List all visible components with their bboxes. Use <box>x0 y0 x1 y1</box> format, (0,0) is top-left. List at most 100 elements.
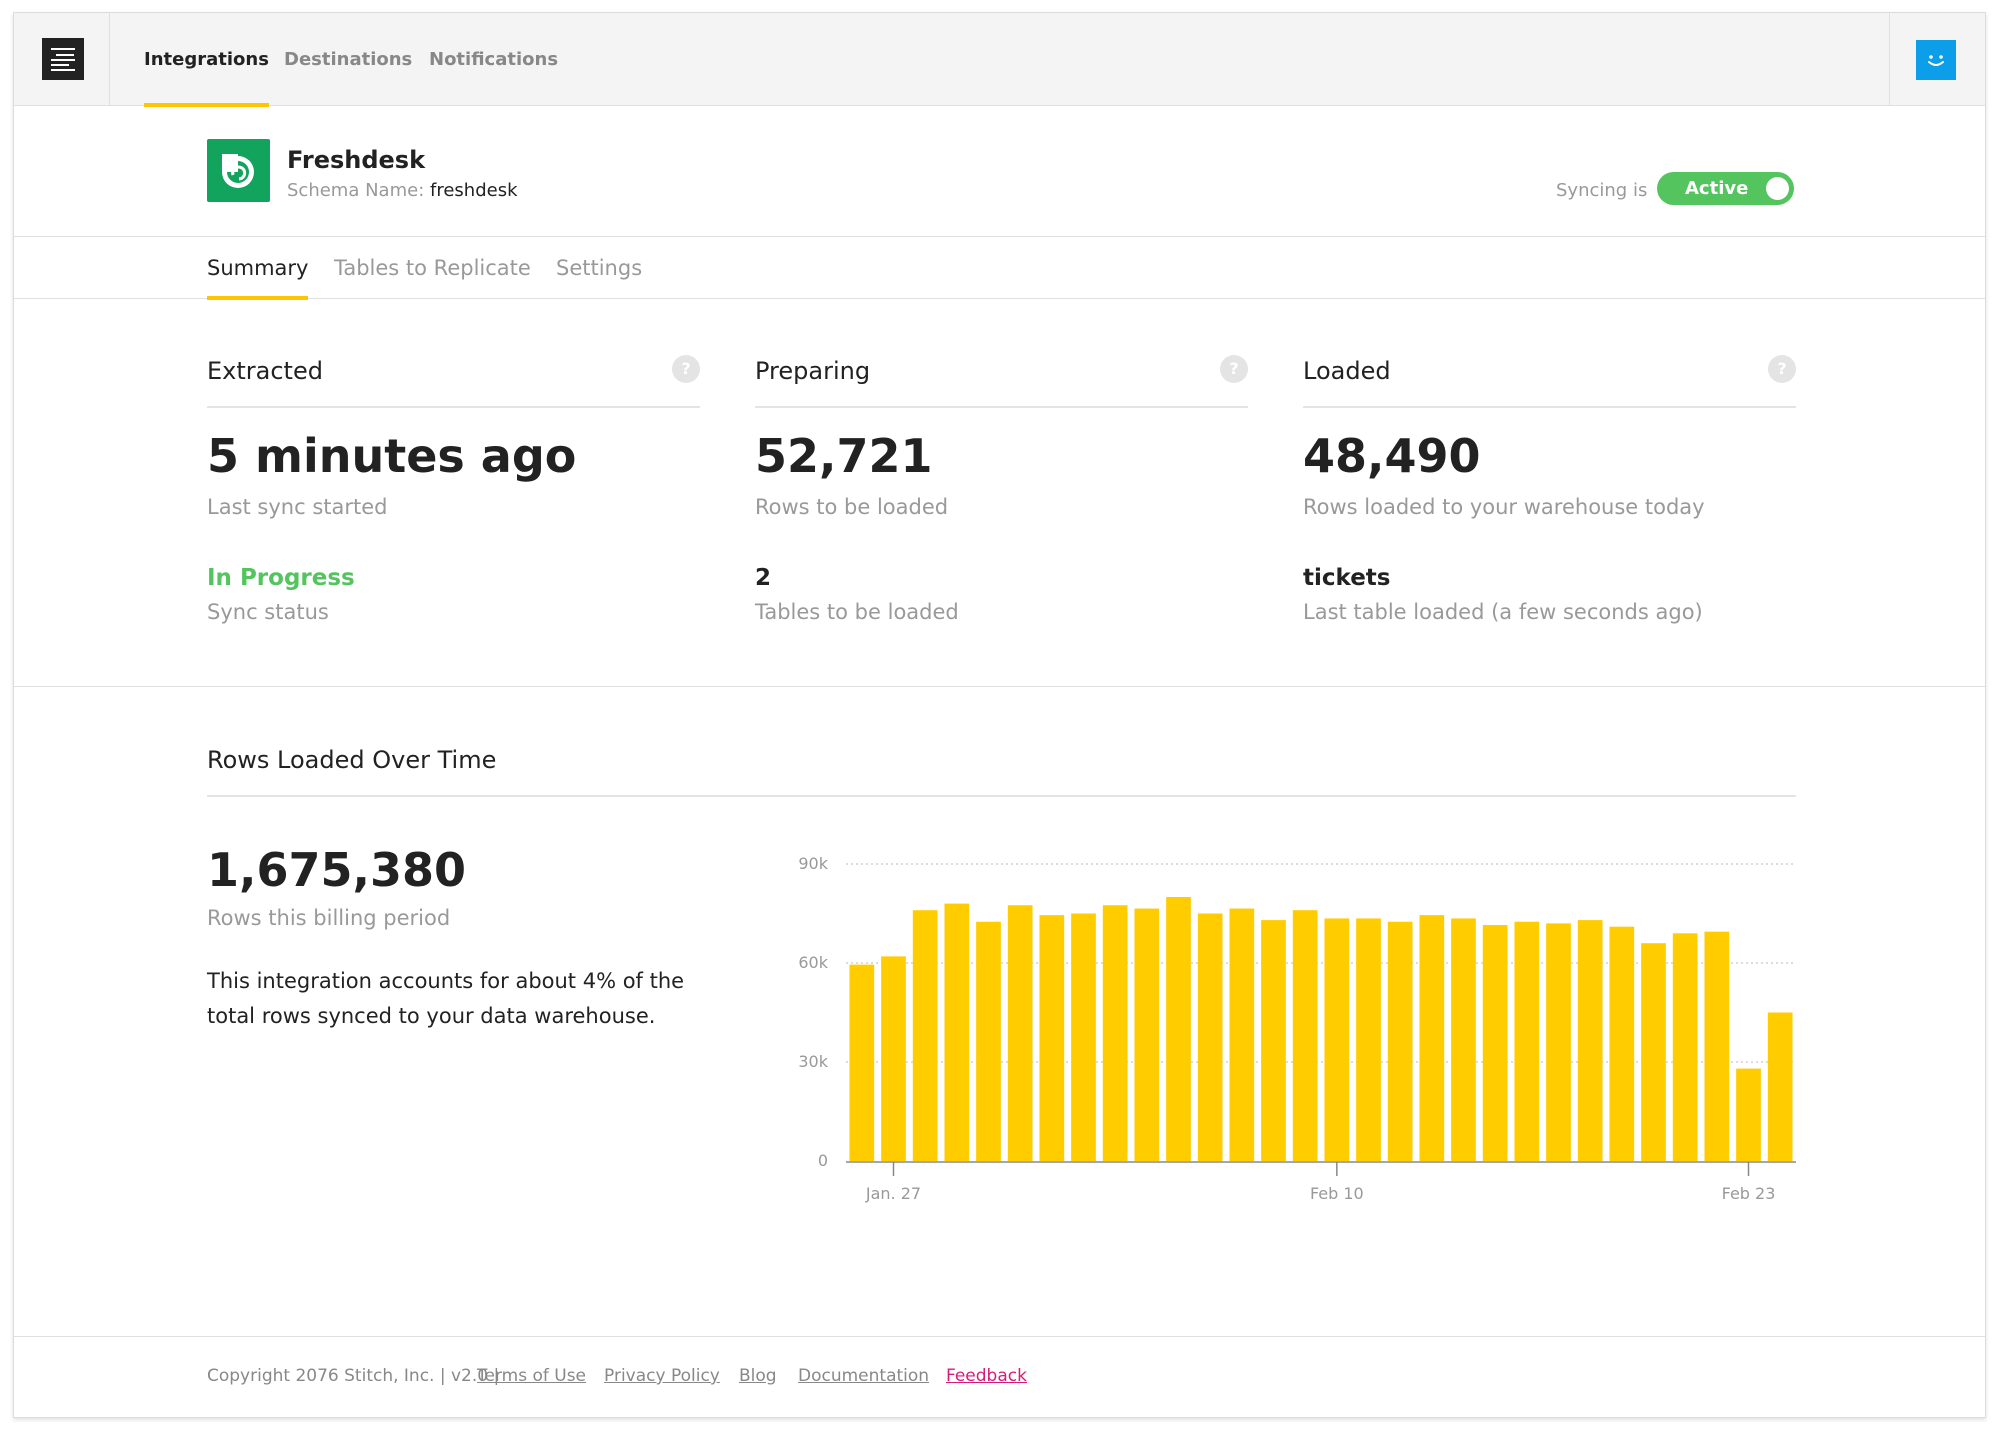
help-icon[interactable]: ? <box>672 355 700 383</box>
stat-title: Extracted <box>207 357 323 385</box>
bar <box>1736 1068 1761 1161</box>
stat-value: 48,490 <box>1303 429 1481 483</box>
bar <box>912 910 938 1161</box>
bar <box>1514 921 1540 1161</box>
x-tick-label: Feb 10 <box>1310 1184 1364 1203</box>
documentation-link[interactable]: Documentation <box>798 1366 930 1386</box>
help-icon[interactable]: ? <box>1220 355 1248 383</box>
nav-integrations[interactable]: Integrations <box>144 13 269 107</box>
tables-count-caption: Tables to be loaded <box>755 600 959 624</box>
bar <box>1166 897 1191 1161</box>
sync-status-caption: Sync status <box>207 600 329 624</box>
bar <box>1609 926 1635 1161</box>
bar <box>944 903 970 1161</box>
bar <box>1546 923 1571 1161</box>
last-table-caption: Last table loaded (a few seconds ago) <box>1303 600 1703 624</box>
stat-value: 52,721 <box>755 429 933 483</box>
tab-settings[interactable]: Settings <box>556 237 642 299</box>
bar <box>1229 908 1255 1161</box>
tab-bar: Summary Tables to Replicate Settings <box>14 237 1985 300</box>
x-tick-label: Feb 23 <box>1722 1184 1776 1203</box>
rows-over-time-divider <box>207 795 1796 797</box>
stat-divider <box>207 406 700 408</box>
bar <box>1577 920 1603 1161</box>
bar <box>1704 931 1730 1161</box>
bar <box>881 956 906 1161</box>
bar <box>1387 921 1413 1161</box>
logo-cell <box>14 13 110 106</box>
bar <box>1007 905 1033 1161</box>
stitch-logo-icon[interactable] <box>42 38 84 80</box>
rows-over-time-title: Rows Loaded Over Time <box>207 746 497 774</box>
y-tick-label: 60k <box>798 953 828 972</box>
bar <box>1419 915 1445 1161</box>
bar <box>849 964 875 1161</box>
feedback-link[interactable]: Feedback <box>946 1366 1027 1386</box>
stat-title: Preparing <box>755 357 871 385</box>
stat-caption: Last sync started <box>207 495 388 519</box>
bar <box>1451 918 1476 1161</box>
privacy-link[interactable]: Privacy Policy <box>604 1366 720 1386</box>
stat-caption: Rows to be loaded <box>755 495 949 519</box>
integration-name: Freshdesk <box>287 146 426 174</box>
y-tick-label: 90k <box>798 854 828 873</box>
last-table-value: tickets <box>1303 565 1391 591</box>
sync-toggle[interactable]: Active <box>1657 172 1794 205</box>
sync-status-value: In Progress <box>207 565 355 591</box>
freshdesk-logo-icon <box>207 139 270 202</box>
stat-caption: Rows loaded to your warehouse today <box>1303 495 1705 519</box>
nav-notifications-label: Notifications <box>429 49 559 70</box>
y-tick-label: 0 <box>818 1151 828 1170</box>
tab-summary[interactable]: Summary <box>207 237 309 300</box>
tables-count-value: 2 <box>755 565 772 591</box>
nav-integrations-label: Integrations <box>144 49 269 70</box>
nav-destinations-label: Destinations <box>284 49 413 70</box>
tab-summary-label: Summary <box>207 256 309 280</box>
sync-state: Active <box>1685 178 1749 199</box>
bar <box>1356 918 1381 1161</box>
schema-value: freshdesk <box>430 180 518 201</box>
rows-loaded-chart: 0 30k 60k 90k Jan. 27 Feb 10 Feb 23 <box>798 854 1796 1203</box>
terms-link[interactable]: Terms of Use <box>477 1366 587 1386</box>
bar <box>1482 925 1508 1161</box>
bar <box>1261 920 1286 1161</box>
billing-total: 1,675,380 <box>207 843 466 897</box>
bar <box>1767 1012 1793 1161</box>
x-tick-label: Jan. 27 <box>865 1184 921 1203</box>
y-tick-label: 30k <box>798 1052 828 1071</box>
blog-link[interactable]: Blog <box>739 1366 777 1386</box>
stat-divider <box>1303 406 1796 408</box>
nav-destinations[interactable]: Destinations <box>284 13 412 106</box>
toggle-knob <box>1766 177 1789 200</box>
bar <box>1039 915 1065 1161</box>
help-icon[interactable]: ? <box>1768 355 1796 383</box>
footer: Copyright 2076 Stitch, Inc. | v2.0 | Ter… <box>14 1336 1985 1417</box>
tab-tables-label: Tables to Replicate <box>334 256 531 280</box>
bar <box>1197 913 1223 1161</box>
section-divider <box>14 686 1985 687</box>
billing-total-caption: Rows this billing period <box>207 906 451 930</box>
nav-notifications[interactable]: Notifications <box>429 13 558 106</box>
tab-settings-label: Settings <box>556 256 643 280</box>
smiley-avatar-icon[interactable] <box>1916 40 1956 80</box>
bar <box>1102 905 1128 1161</box>
stat-divider <box>755 406 1248 408</box>
bar <box>1292 910 1318 1161</box>
usage-blurb: This integration accounts for about 4% o… <box>207 969 685 1028</box>
stat-value: 5 minutes ago <box>207 429 577 483</box>
avatar-cell <box>1889 13 1985 106</box>
bar <box>1071 913 1096 1161</box>
app-window: Integrations Destinations Notifications <box>13 12 1986 1418</box>
copyright: Copyright 2076 Stitch, Inc. | v2.0 | <box>207 1366 500 1386</box>
bar <box>1641 943 1666 1161</box>
bar <box>1672 933 1698 1161</box>
schema-name: Schema Name: freshdesk <box>287 180 518 201</box>
tab-active-indicator <box>207 296 309 300</box>
bar <box>1324 918 1350 1161</box>
tab-tables-to-replicate[interactable]: Tables to Replicate <box>334 237 531 299</box>
sync-label: Syncing is <box>1556 180 1648 201</box>
top-nav: Integrations Destinations Notifications <box>14 13 1985 107</box>
bar <box>1134 908 1160 1161</box>
nav-active-indicator <box>144 103 269 107</box>
schema-label: Schema Name: <box>287 180 425 201</box>
